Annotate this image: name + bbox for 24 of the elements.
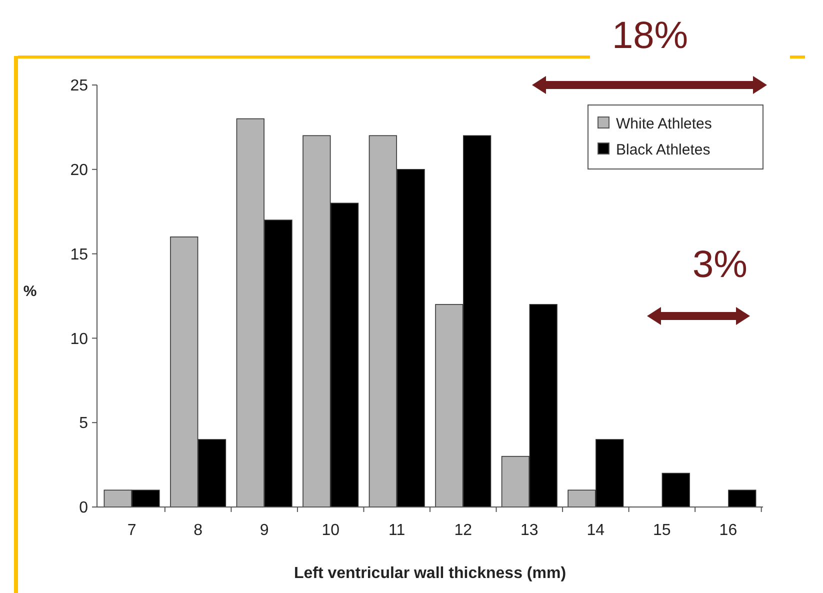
x-axis-title: Left ventricular wall thickness (mm) xyxy=(294,565,566,582)
y-tick-label: 0 xyxy=(79,500,88,517)
text: 18% xyxy=(612,15,688,57)
x-tick-label: 9 xyxy=(260,522,269,539)
x-tick-label: 12 xyxy=(454,522,472,539)
y-tick-label: 5 xyxy=(79,415,88,432)
x-tick-label: 13 xyxy=(520,522,538,539)
x-tick-label: 11 xyxy=(388,522,406,539)
y-tick-label: 25 xyxy=(70,78,88,95)
x-tick-label: 16 xyxy=(719,522,738,539)
legend-label: Black Athletes xyxy=(616,141,710,158)
y-tick-label: 10 xyxy=(70,330,88,348)
x-tick-label: 7 xyxy=(127,522,136,539)
y-tick-label: 15 xyxy=(70,246,88,264)
bar xyxy=(728,490,756,508)
y-axis-title: % xyxy=(23,283,37,300)
x-tick-label: 10 xyxy=(322,522,340,539)
x-tick-label: 8 xyxy=(194,522,203,539)
annotation: 3% xyxy=(692,244,748,286)
y-tick-label: 20 xyxy=(70,162,88,179)
legend-label: White Athletes xyxy=(616,115,712,132)
x-tick-label: 15 xyxy=(653,522,671,539)
x-tick-label: 14 xyxy=(586,522,605,539)
bar xyxy=(662,472,690,508)
